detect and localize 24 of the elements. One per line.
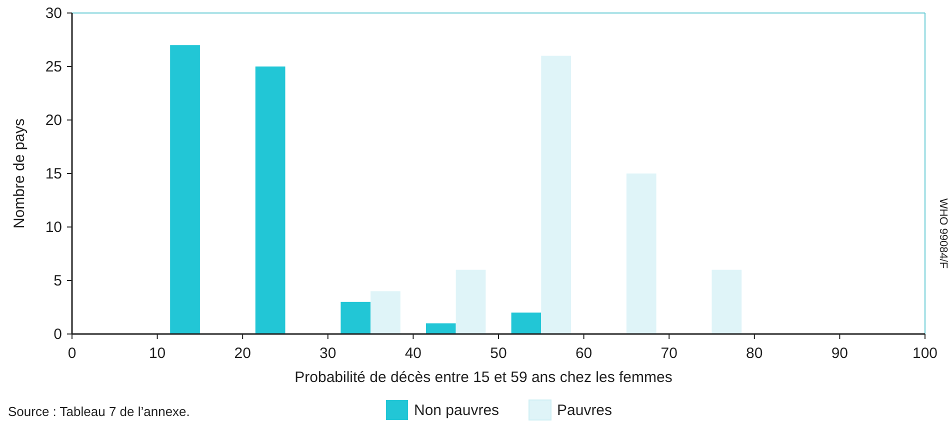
legend-label: Pauvres [557, 402, 612, 419]
x-tick-label: 40 [404, 345, 422, 362]
x-tick-label: 80 [746, 345, 763, 362]
x-tick-label: 70 [660, 345, 678, 362]
source-note: Source : Tableau 7 de l’annexe. [8, 404, 190, 419]
y-tick-label: 10 [45, 219, 62, 236]
x-tick-label: 50 [490, 345, 507, 362]
x-tick-label: 90 [831, 345, 848, 362]
y-tick-label: 25 [45, 58, 62, 76]
x-tick-label: 0 [68, 345, 76, 362]
y-tick-label: 15 [45, 166, 62, 182]
y-axis-title: Nombre de pays [11, 118, 28, 229]
x-tick-label: 20 [234, 345, 251, 362]
x-tick-label: 100 [912, 345, 938, 362]
x-tick-label: 10 [148, 345, 166, 362]
legend-label: Non pauvres [414, 402, 500, 419]
x-axis-title: Probabilité de décès entre 15 et 59 ans chez les femmes [294, 369, 672, 386]
x-tick-label: 60 [575, 345, 592, 362]
text: WHO 99084/F [937, 198, 949, 269]
y-tick-label: 20 [45, 112, 62, 129]
y-tick-label: 30 [45, 5, 62, 22]
x-tick-label: 30 [320, 345, 336, 362]
y-tick-label: 5 [54, 272, 62, 290]
y-tick-label: 0 [54, 326, 62, 343]
